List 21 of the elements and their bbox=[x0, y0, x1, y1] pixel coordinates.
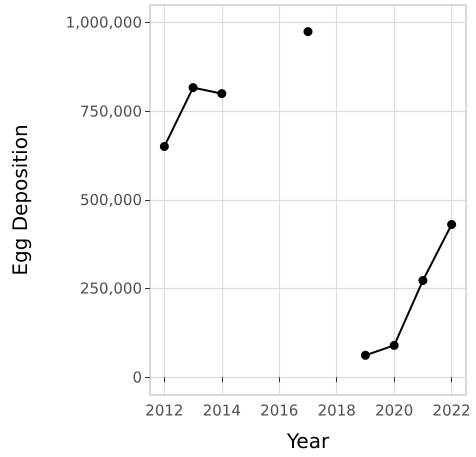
point bbox=[418, 276, 428, 285]
x-tick-label: 2014 bbox=[202, 402, 241, 420]
y-tick-label: 750,000 bbox=[80, 102, 142, 120]
y-tick-label: 0 bbox=[132, 368, 142, 386]
x-tick-label: 2020 bbox=[375, 402, 414, 420]
y-tick-label: 250,000 bbox=[80, 280, 142, 298]
point bbox=[160, 142, 169, 151]
point bbox=[360, 350, 370, 360]
y-axis-title: Egg Deposition bbox=[8, 124, 32, 276]
point bbox=[304, 27, 312, 36]
x-tick-label: 2018 bbox=[318, 402, 356, 420]
x-tick-label: 2016 bbox=[260, 402, 298, 420]
point bbox=[217, 89, 226, 98]
point bbox=[188, 83, 198, 92]
y-tick-label: 1,000,000 bbox=[66, 14, 142, 32]
point bbox=[390, 340, 399, 350]
x-axis-title: Year bbox=[286, 429, 330, 453]
x-tick-label: 2012 bbox=[145, 402, 184, 420]
point bbox=[447, 220, 456, 229]
y-tick-label: 500,000 bbox=[80, 191, 142, 209]
x-tick-label: 2022 bbox=[432, 402, 471, 420]
